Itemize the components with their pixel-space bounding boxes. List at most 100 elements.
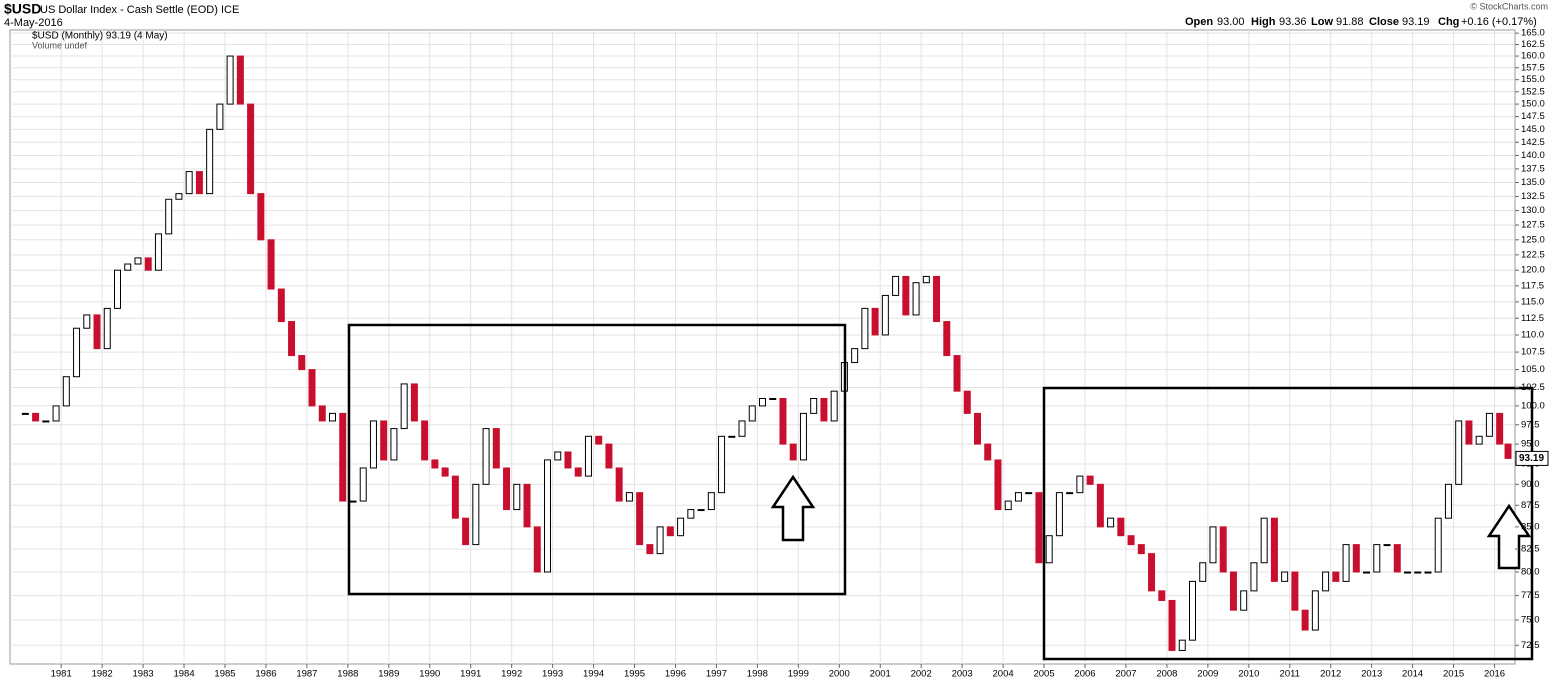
candle	[984, 443, 992, 461]
candle	[1465, 420, 1473, 445]
y-tick-label: 157.5	[1521, 62, 1545, 73]
y-tick-label: 95.0	[1521, 439, 1540, 450]
quote-value: 91.88	[1336, 16, 1364, 28]
quote-label: High	[1251, 16, 1276, 28]
candle	[390, 428, 398, 461]
candle	[707, 492, 715, 511]
y-tick-label: 147.5	[1521, 111, 1545, 122]
candle	[851, 348, 859, 364]
candle	[861, 307, 869, 350]
x-tick-label: 2011	[1280, 669, 1300, 680]
x-tick-label: 1983	[133, 669, 154, 680]
x-tick-label: 1995	[624, 669, 645, 680]
x-tick-label: 1986	[255, 669, 276, 680]
candle	[288, 321, 296, 357]
candle	[1209, 526, 1217, 564]
candle	[677, 517, 685, 537]
candle	[1035, 492, 1043, 564]
y-tick-label: 160.0	[1521, 51, 1545, 62]
candle	[544, 459, 551, 573]
candle	[410, 383, 418, 422]
y-tick-label: 132.5	[1521, 191, 1545, 202]
y-tick-label: 130.0	[1521, 205, 1545, 216]
candle	[1086, 475, 1094, 485]
y-tick-label: 155.0	[1521, 74, 1545, 85]
candle	[21, 412, 29, 415]
candle	[789, 443, 797, 461]
candle	[1311, 590, 1319, 631]
candle	[1158, 590, 1166, 601]
candle	[953, 355, 961, 392]
candle	[62, 376, 70, 407]
x-tick-label: 1992	[501, 669, 522, 680]
x-tick-label: 1985	[214, 669, 235, 680]
candle	[154, 233, 162, 271]
candle	[472, 483, 480, 546]
x-tick-label: 1981	[51, 669, 72, 680]
candle	[482, 428, 490, 485]
candle	[1424, 571, 1432, 574]
last-price-tag	[1515, 450, 1549, 466]
quote: Open 93.00 High 93.36 Low 91.88 Close 93…	[1185, 16, 1537, 28]
candle	[216, 103, 224, 130]
candle	[810, 398, 818, 414]
candle	[615, 467, 623, 502]
x-tick-label: 2015	[1443, 669, 1464, 680]
y-tick-label: 120.0	[1521, 265, 1545, 276]
candle	[1096, 483, 1104, 528]
x-tick-label: 1991	[460, 669, 481, 680]
candle	[134, 257, 142, 265]
candle	[1270, 517, 1278, 582]
y-tick-label: 75.0	[1521, 615, 1540, 626]
y-tick-label: 115.0	[1521, 296, 1544, 307]
candle	[748, 405, 756, 422]
candle	[697, 509, 705, 512]
x-tick-label: 1990	[419, 669, 440, 680]
candle	[185, 171, 193, 195]
quote-value: +0.16 (+0.17%)	[1461, 16, 1537, 28]
x-tick-label: 2006	[1074, 669, 1095, 680]
y-tick-label: 145.0	[1521, 124, 1545, 135]
candle	[564, 451, 572, 469]
candle	[1014, 492, 1022, 502]
candle	[943, 321, 951, 357]
candle	[963, 390, 971, 414]
candle	[1250, 562, 1258, 592]
candle	[144, 257, 152, 271]
candle	[574, 467, 582, 477]
quote-label: Chg	[1438, 16, 1459, 28]
candle	[1475, 435, 1483, 445]
y-tick-label: 110.0	[1521, 329, 1544, 340]
x-tick-label: 1998	[747, 669, 768, 680]
candle	[42, 420, 50, 423]
candle	[769, 398, 777, 401]
y-tick-label: 142.5	[1521, 137, 1545, 148]
candle	[1291, 571, 1299, 611]
candle	[871, 307, 879, 336]
candle	[1178, 639, 1186, 651]
candle	[1383, 544, 1391, 547]
candle	[625, 492, 633, 502]
candle	[1444, 483, 1452, 519]
candles	[21, 55, 1512, 651]
annotation-arrow	[770, 474, 816, 542]
candle	[1076, 475, 1084, 494]
x-tick-label: 1984	[173, 669, 194, 680]
candle	[912, 282, 920, 316]
candle	[492, 428, 500, 469]
y-tick-label: 162.5	[1521, 39, 1545, 50]
candle	[195, 171, 203, 195]
x-tick-label: 2001	[870, 669, 891, 680]
candle	[503, 467, 511, 511]
x-tick-label: 2008	[1156, 669, 1177, 680]
y-tick-label: 107.5	[1521, 347, 1545, 358]
candle	[830, 390, 838, 422]
chart-title: $USD	[4, 1, 41, 17]
quote-value: 93.19	[1402, 16, 1430, 28]
candle	[32, 412, 40, 422]
candle	[646, 544, 654, 555]
legend-entry: Volume undef	[32, 40, 88, 50]
y-tick-label: 105.0	[1521, 364, 1545, 375]
y-tick-label: 112.5	[1521, 313, 1544, 324]
